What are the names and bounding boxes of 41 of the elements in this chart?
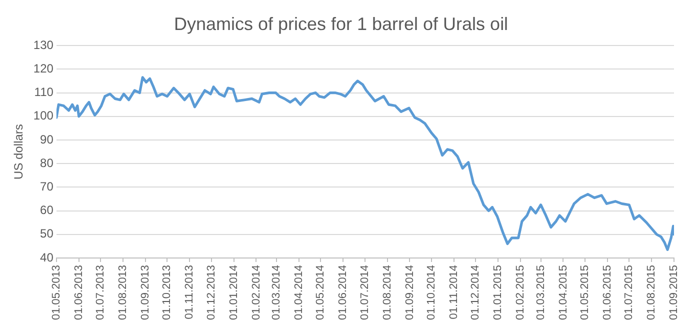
x-tick-label: 01.01.2014 [228,264,240,320]
y-tick-label: 50 [40,226,54,241]
x-tick-label: 01.02.2014 [250,264,262,320]
x-tick-label: 01.09.2014 [404,264,416,320]
x-tick-label: 01.06.2014 [337,264,350,320]
x-tick-label: 01.08.2015 [646,264,658,320]
y-tick-label: 120 [33,62,54,76]
x-tick-label: 01.10.2014 [425,264,438,320]
y-tick-label: 110 [34,85,54,100]
y-tick-label: 40 [40,250,54,264]
chart-title: Dynamics of prices for 1 barrel of Urals oil [174,14,508,34]
x-tick-label: 01.11.2014 [448,264,460,320]
x-tick-label: 01.06.2015 [601,264,614,320]
y-tick-label: 80 [40,156,54,170]
x-tick-label: 01.04.2015 [557,264,570,320]
x-tick-label: 01.10.2013 [161,264,174,320]
x-tick-label: 01.07.2015 [623,264,636,320]
y-tick-label: 70 [40,179,54,194]
x-tick-label: 01.09.2013 [140,264,152,320]
y-tick-label: 60 [40,203,54,218]
x-tick-label: 01.08.2014 [381,264,394,320]
x-tick-label: 01.05.2013 [50,264,62,320]
x-tick-label: 01.06.2013 [72,264,85,320]
y-tick-label: 100 [33,108,54,123]
x-tick-label: 01.07.2014 [358,264,371,320]
x-tick-label: 01.02.2015 [514,264,527,320]
x-tick-label: 01.03.2014 [270,264,283,320]
y-axis-title: US dollars [12,124,26,180]
x-tick-label: 01.03.2015 [534,264,547,320]
y-tick-label: 90 [40,132,54,146]
x-tick-label: 01.05.2014 [314,264,327,320]
x-tick-label: 01.01.2015 [492,264,504,320]
x-tick-label: 01.04.2014 [292,264,305,320]
x-tick-label: 01.09.2015 [668,264,680,320]
x-tick-label: 01.08.2013 [117,264,130,320]
x-tick-label: 01.12.2013 [205,264,218,320]
x-tick-label: 01.05.2015 [578,264,591,320]
x-tick-label: 01.07.2013 [94,264,107,320]
x-tick-label: 01.11.2013 [184,264,196,320]
x-tick-label: 01.12.2014 [470,264,482,320]
y-tick-label: 130 [33,38,54,52]
